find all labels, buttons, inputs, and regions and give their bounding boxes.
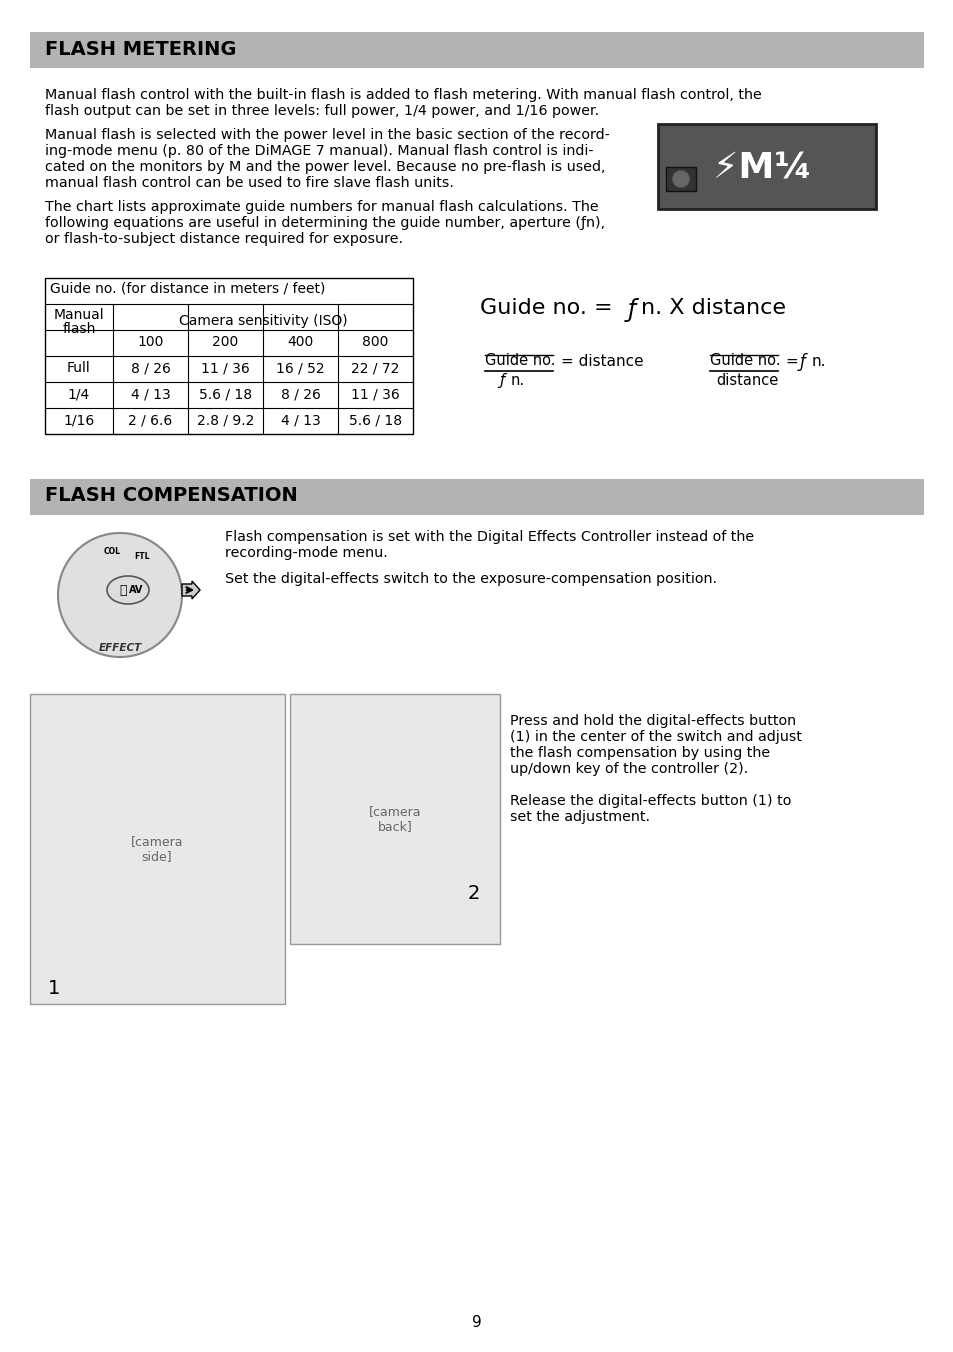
- Text: Set the digital-effects switch to the exposure-compensation position.: Set the digital-effects switch to the ex…: [225, 572, 717, 585]
- Text: ing-mode menu (p. 80 of the DiMAGE 7 manual). Manual flash control is indi-: ing-mode menu (p. 80 of the DiMAGE 7 man…: [45, 145, 593, 158]
- Bar: [665, 168, 696, 191]
- Bar: [30, 694, 285, 1005]
- Text: Guide no.: Guide no.: [484, 353, 555, 368]
- Text: [camera
side]: [camera side]: [131, 836, 183, 863]
- Text: = distance: = distance: [560, 354, 643, 369]
- Text: Guide no.: Guide no.: [709, 353, 780, 368]
- Bar: [45, 279, 413, 434]
- Text: 400: 400: [287, 335, 314, 349]
- Text: flash: flash: [62, 322, 95, 337]
- Text: ⚡M¼: ⚡M¼: [712, 151, 811, 185]
- Text: FLASH COMPENSATION: FLASH COMPENSATION: [45, 485, 297, 506]
- Text: 100: 100: [137, 335, 164, 349]
- Text: Flash compensation is set with the Digital Effects Controller instead of the: Flash compensation is set with the Digit…: [225, 530, 753, 544]
- Circle shape: [58, 533, 182, 657]
- Ellipse shape: [107, 576, 149, 604]
- Text: Press and hold the digital-effects button: Press and hold the digital-effects butto…: [510, 714, 796, 727]
- Text: ƒ: ƒ: [498, 373, 504, 388]
- Text: up/down key of the controller (2).: up/down key of the controller (2).: [510, 763, 747, 776]
- Text: distance: distance: [716, 373, 778, 388]
- Text: 2: 2: [468, 884, 480, 903]
- Text: 8 / 26: 8 / 26: [131, 361, 171, 375]
- Bar: [658, 124, 875, 210]
- Text: Guide no. (for distance in meters / feet): Guide no. (for distance in meters / feet…: [50, 283, 325, 296]
- Text: =: =: [785, 354, 802, 369]
- Text: FLASH METERING: FLASH METERING: [45, 41, 236, 59]
- Text: 1/16: 1/16: [63, 412, 94, 427]
- Text: 11 / 36: 11 / 36: [351, 387, 399, 402]
- Text: Guide no. =: Guide no. =: [479, 297, 619, 318]
- Text: n.: n.: [811, 354, 825, 369]
- Text: Ⓔ: Ⓔ: [119, 584, 127, 596]
- Text: [camera
back]: [camera back]: [369, 804, 421, 833]
- Text: 8 / 26: 8 / 26: [280, 387, 320, 402]
- Text: 5.6 / 18: 5.6 / 18: [199, 387, 252, 402]
- Text: n. X distance: n. X distance: [640, 297, 785, 318]
- Text: AV: AV: [129, 585, 143, 595]
- Text: 11 / 36: 11 / 36: [201, 361, 250, 375]
- Text: ƒ: ƒ: [800, 353, 805, 370]
- Text: The chart lists approximate guide numbers for manual flash calculations. The: The chart lists approximate guide number…: [45, 200, 598, 214]
- Text: Release the digital-effects button (1) to: Release the digital-effects button (1) t…: [510, 794, 791, 808]
- Text: or flash-to-subject distance required for exposure.: or flash-to-subject distance required fo…: [45, 233, 402, 246]
- Text: flash output can be set in three levels: full power, 1/4 power, and 1/16 power.: flash output can be set in three levels:…: [45, 104, 598, 118]
- Text: FTL: FTL: [134, 553, 150, 561]
- Circle shape: [672, 170, 688, 187]
- Text: Full: Full: [67, 361, 91, 375]
- Text: COL: COL: [104, 548, 121, 556]
- Text: recording-mode menu.: recording-mode menu.: [225, 546, 387, 560]
- Text: 800: 800: [362, 335, 388, 349]
- Text: 1/4: 1/4: [68, 387, 90, 402]
- Text: 16 / 52: 16 / 52: [276, 361, 324, 375]
- Text: ƒ: ƒ: [627, 297, 636, 322]
- Text: 4 / 13: 4 / 13: [280, 412, 320, 427]
- Text: n.: n.: [511, 373, 524, 388]
- Text: the flash compensation by using the: the flash compensation by using the: [510, 746, 769, 760]
- Text: EFFECT: EFFECT: [98, 644, 141, 653]
- Text: Manual: Manual: [53, 308, 104, 322]
- Text: Manual flash control with the built-in flash is added to flash metering. With ma: Manual flash control with the built-in f…: [45, 88, 760, 101]
- Bar: [30, 32, 923, 68]
- Text: manual flash control can be used to fire slave flash units.: manual flash control can be used to fire…: [45, 176, 454, 191]
- Text: Camera sensitivity (ISO): Camera sensitivity (ISO): [178, 314, 347, 329]
- Bar: [30, 479, 923, 515]
- Text: Manual flash is selected with the power level in the basic section of the record: Manual flash is selected with the power …: [45, 128, 609, 142]
- Text: 1: 1: [48, 979, 60, 998]
- Text: cated on the monitors by M and the power level. Because no pre-flash is used,: cated on the monitors by M and the power…: [45, 160, 605, 174]
- Text: 2 / 6.6: 2 / 6.6: [129, 412, 172, 427]
- Text: following equations are useful in determining the guide number, aperture (ƒn),: following equations are useful in determ…: [45, 216, 604, 230]
- Text: 4 / 13: 4 / 13: [131, 387, 171, 402]
- Bar: [290, 694, 499, 944]
- FancyArrow shape: [182, 581, 200, 599]
- Text: 22 / 72: 22 / 72: [351, 361, 399, 375]
- Text: 9: 9: [472, 1315, 481, 1330]
- Text: 2.8 / 9.2: 2.8 / 9.2: [196, 412, 253, 427]
- Text: (1) in the center of the switch and adjust: (1) in the center of the switch and adju…: [510, 730, 801, 744]
- Text: 200: 200: [213, 335, 238, 349]
- Text: set the adjustment.: set the adjustment.: [510, 810, 649, 823]
- Text: 5.6 / 18: 5.6 / 18: [349, 412, 401, 427]
